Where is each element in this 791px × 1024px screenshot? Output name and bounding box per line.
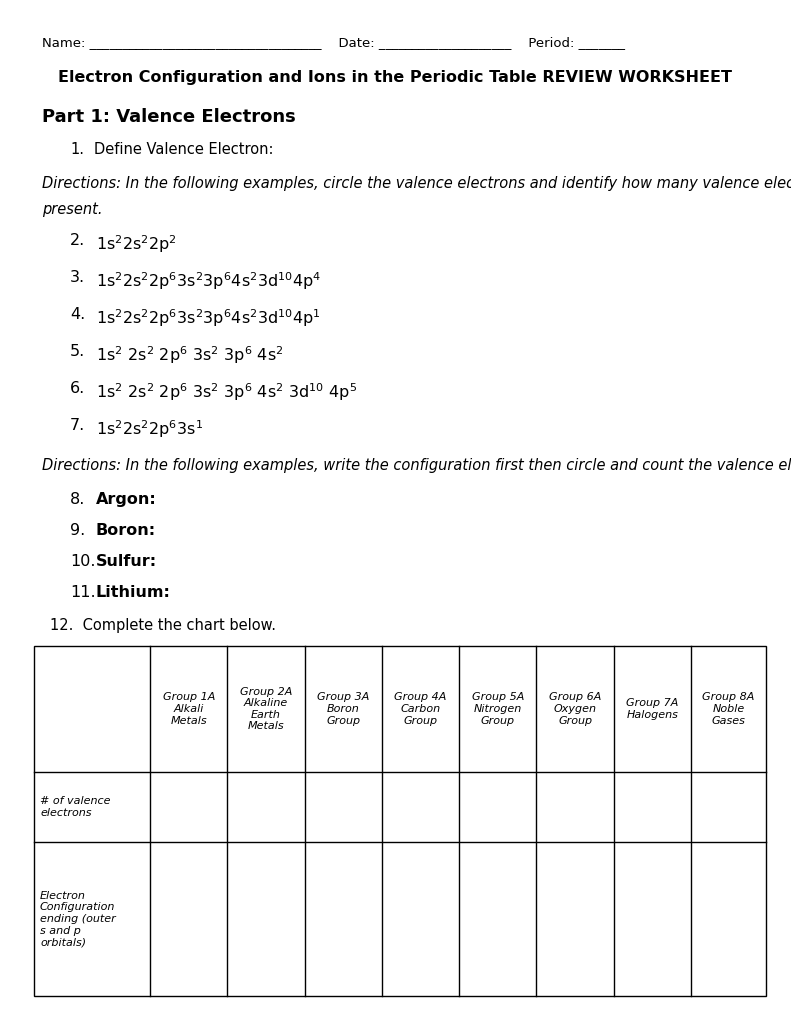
Text: Electron Configuration and Ions in the Periodic Table REVIEW WORKSHEET: Electron Configuration and Ions in the P… bbox=[59, 70, 732, 85]
Text: Sulfur:: Sulfur: bbox=[96, 554, 157, 569]
Text: $\mathrm{1s}^{2}\mathrm{2s}^{2}\mathrm{2p}^{2}$: $\mathrm{1s}^{2}\mathrm{2s}^{2}\mathrm{2… bbox=[96, 233, 177, 255]
Text: Argon:: Argon: bbox=[96, 492, 157, 507]
Text: 7.: 7. bbox=[70, 418, 85, 433]
Text: present.: present. bbox=[42, 202, 103, 217]
Text: Group 3A
Boron
Group: Group 3A Boron Group bbox=[317, 692, 369, 726]
Text: Part 1: Valence Electrons: Part 1: Valence Electrons bbox=[42, 108, 296, 126]
Text: 10.: 10. bbox=[70, 554, 96, 569]
Text: Group 8A
Noble
Gases: Group 8A Noble Gases bbox=[702, 692, 755, 726]
Text: 2.: 2. bbox=[70, 233, 85, 248]
Text: 8.: 8. bbox=[70, 492, 85, 507]
Text: $\mathrm{1s}^{2}\mathrm{2s}^{2}\mathrm{2p}^{6}\mathrm{3s}^{1}$: $\mathrm{1s}^{2}\mathrm{2s}^{2}\mathrm{2… bbox=[96, 418, 203, 439]
Text: $\mathrm{1s}^{2}\ \mathrm{2s}^{2}\ \mathrm{2p}^{6}\ \mathrm{3s}^{2}\ \mathrm{3p}: $\mathrm{1s}^{2}\ \mathrm{2s}^{2}\ \math… bbox=[96, 381, 358, 402]
Text: Electron
Configuration
ending (outer
s and p
orbitals): Electron Configuration ending (outer s a… bbox=[40, 891, 115, 947]
Text: Group 2A
Alkaline
Earth
Metals: Group 2A Alkaline Earth Metals bbox=[240, 687, 293, 731]
Text: Group 5A
Nitrogen
Group: Group 5A Nitrogen Group bbox=[471, 692, 524, 726]
Text: 12.  Complete the chart below.: 12. Complete the chart below. bbox=[50, 618, 276, 633]
Text: 1.: 1. bbox=[70, 142, 84, 157]
Text: $\mathrm{1s}^{2}\mathrm{2s}^{2}\mathrm{2p}^{6}\mathrm{3s}^{2}\mathrm{3p}^{6}\mat: $\mathrm{1s}^{2}\mathrm{2s}^{2}\mathrm{2… bbox=[96, 270, 321, 292]
Text: Group 1A
Alkali
Metals: Group 1A Alkali Metals bbox=[163, 692, 215, 726]
Text: Group 6A
Oxygen
Group: Group 6A Oxygen Group bbox=[549, 692, 601, 726]
Bar bbox=[34, 646, 766, 996]
Text: Name: ___________________________________    Date: ____________________    Perio: Name: __________________________________… bbox=[42, 36, 625, 49]
Text: Directions: In the following examples, write the configuration first then circle: Directions: In the following examples, w… bbox=[42, 458, 791, 473]
Text: 6.: 6. bbox=[70, 381, 85, 396]
Text: Boron:: Boron: bbox=[96, 523, 156, 538]
Text: 3.: 3. bbox=[70, 270, 85, 285]
Text: Group 4A
Carbon
Group: Group 4A Carbon Group bbox=[395, 692, 447, 726]
Text: # of valence
electrons: # of valence electrons bbox=[40, 797, 111, 818]
Text: Directions: In the following examples, circle the valence electrons and identify: Directions: In the following examples, c… bbox=[42, 176, 791, 191]
Text: Define Valence Electron:: Define Valence Electron: bbox=[94, 142, 274, 157]
Text: 5.: 5. bbox=[70, 344, 85, 359]
Text: $\mathrm{1s}^{2}\mathrm{2s}^{2}\mathrm{2p}^{6}\mathrm{3s}^{2}\mathrm{3p}^{6}\mat: $\mathrm{1s}^{2}\mathrm{2s}^{2}\mathrm{2… bbox=[96, 307, 321, 329]
Text: 9.: 9. bbox=[70, 523, 85, 538]
Text: 4.: 4. bbox=[70, 307, 85, 322]
Text: 11.: 11. bbox=[70, 585, 96, 600]
Text: Group 7A
Halogens: Group 7A Halogens bbox=[626, 698, 679, 720]
Text: Lithium:: Lithium: bbox=[96, 585, 171, 600]
Text: $\mathrm{1s}^{2}\ \mathrm{2s}^{2}\ \mathrm{2p}^{6}\ \mathrm{3s}^{2}\ \mathrm{3p}: $\mathrm{1s}^{2}\ \mathrm{2s}^{2}\ \math… bbox=[96, 344, 283, 366]
